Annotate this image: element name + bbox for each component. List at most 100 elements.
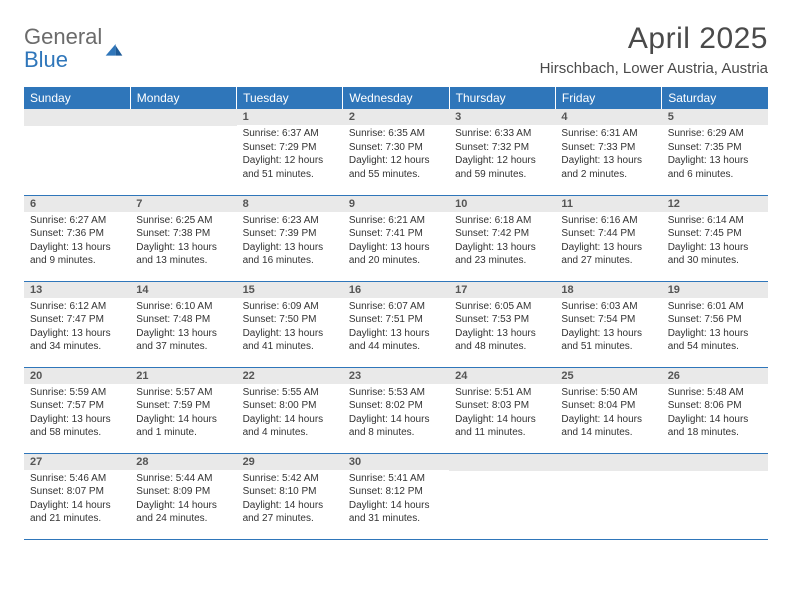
cell-body: Sunrise: 6:18 AMSunset: 7:42 PMDaylight:… bbox=[449, 212, 555, 272]
sunrise-text: Sunrise: 6:18 AM bbox=[455, 214, 549, 228]
daylight-text: Daylight: 14 hours and 24 minutes. bbox=[136, 499, 230, 526]
day-number: 17 bbox=[449, 282, 555, 298]
day-number: 4 bbox=[555, 109, 661, 125]
calendar-cell: 18Sunrise: 6:03 AMSunset: 7:54 PMDayligh… bbox=[555, 281, 661, 367]
cell-body: Sunrise: 6:07 AMSunset: 7:51 PMDaylight:… bbox=[343, 298, 449, 358]
calendar-cell: 23Sunrise: 5:53 AMSunset: 8:02 PMDayligh… bbox=[343, 367, 449, 453]
day-header: Wednesday bbox=[343, 87, 449, 109]
sunrise-text: Sunrise: 5:51 AM bbox=[455, 386, 549, 400]
day-number: 16 bbox=[343, 282, 449, 298]
header: General Blue April 2025 Hirschbach, Lowe… bbox=[24, 22, 768, 77]
day-number: 23 bbox=[343, 368, 449, 384]
day-number bbox=[130, 109, 236, 126]
sunrise-text: Sunrise: 5:57 AM bbox=[136, 386, 230, 400]
daylight-text: Daylight: 13 hours and 2 minutes. bbox=[561, 154, 655, 181]
day-number: 10 bbox=[449, 196, 555, 212]
sunset-text: Sunset: 8:09 PM bbox=[136, 485, 230, 499]
day-number: 29 bbox=[237, 454, 343, 470]
calendar-cell: 13Sunrise: 6:12 AMSunset: 7:47 PMDayligh… bbox=[24, 281, 130, 367]
sunset-text: Sunset: 8:07 PM bbox=[30, 485, 124, 499]
cell-body: Sunrise: 6:21 AMSunset: 7:41 PMDaylight:… bbox=[343, 212, 449, 272]
cell-body: Sunrise: 5:41 AMSunset: 8:12 PMDaylight:… bbox=[343, 470, 449, 530]
sunset-text: Sunset: 8:10 PM bbox=[243, 485, 337, 499]
calendar-cell: 26Sunrise: 5:48 AMSunset: 8:06 PMDayligh… bbox=[662, 367, 768, 453]
day-header: Saturday bbox=[662, 87, 768, 109]
cell-body: Sunrise: 5:53 AMSunset: 8:02 PMDaylight:… bbox=[343, 384, 449, 444]
sunset-text: Sunset: 7:42 PM bbox=[455, 227, 549, 241]
daylight-text: Daylight: 13 hours and 6 minutes. bbox=[668, 154, 762, 181]
sunrise-text: Sunrise: 5:46 AM bbox=[30, 472, 124, 486]
calendar-cell: 19Sunrise: 6:01 AMSunset: 7:56 PMDayligh… bbox=[662, 281, 768, 367]
sunrise-text: Sunrise: 5:55 AM bbox=[243, 386, 337, 400]
daylight-text: Daylight: 13 hours and 27 minutes. bbox=[561, 241, 655, 268]
calendar-cell: 2Sunrise: 6:35 AMSunset: 7:30 PMDaylight… bbox=[343, 109, 449, 195]
cell-body: Sunrise: 6:37 AMSunset: 7:29 PMDaylight:… bbox=[237, 125, 343, 185]
sunset-text: Sunset: 7:33 PM bbox=[561, 141, 655, 155]
daylight-text: Daylight: 14 hours and 21 minutes. bbox=[30, 499, 124, 526]
sunrise-text: Sunrise: 6:21 AM bbox=[349, 214, 443, 228]
sunrise-text: Sunrise: 6:03 AM bbox=[561, 300, 655, 314]
sunset-text: Sunset: 8:00 PM bbox=[243, 399, 337, 413]
daylight-text: Daylight: 12 hours and 59 minutes. bbox=[455, 154, 549, 181]
sunset-text: Sunset: 7:35 PM bbox=[668, 141, 762, 155]
sunset-text: Sunset: 7:29 PM bbox=[243, 141, 337, 155]
page-root: General Blue April 2025 Hirschbach, Lowe… bbox=[0, 0, 792, 540]
daylight-text: Daylight: 13 hours and 37 minutes. bbox=[136, 327, 230, 354]
cell-body: Sunrise: 6:29 AMSunset: 7:35 PMDaylight:… bbox=[662, 125, 768, 185]
sunrise-text: Sunrise: 6:14 AM bbox=[668, 214, 762, 228]
cell-body: Sunrise: 5:50 AMSunset: 8:04 PMDaylight:… bbox=[555, 384, 661, 444]
day-number: 7 bbox=[130, 196, 236, 212]
day-number bbox=[24, 109, 130, 126]
sunrise-text: Sunrise: 6:25 AM bbox=[136, 214, 230, 228]
day-header: Tuesday bbox=[237, 87, 343, 109]
sunset-text: Sunset: 7:48 PM bbox=[136, 313, 230, 327]
daylight-text: Daylight: 12 hours and 51 minutes. bbox=[243, 154, 337, 181]
cell-body: Sunrise: 5:51 AMSunset: 8:03 PMDaylight:… bbox=[449, 384, 555, 444]
calendar-body: 1Sunrise: 6:37 AMSunset: 7:29 PMDaylight… bbox=[24, 109, 768, 539]
brand-general: General bbox=[24, 24, 102, 49]
cell-body: Sunrise: 6:27 AMSunset: 7:36 PMDaylight:… bbox=[24, 212, 130, 272]
daylight-text: Daylight: 12 hours and 55 minutes. bbox=[349, 154, 443, 181]
sunset-text: Sunset: 7:54 PM bbox=[561, 313, 655, 327]
day-header-row: Sunday Monday Tuesday Wednesday Thursday… bbox=[24, 87, 768, 109]
cell-body: Sunrise: 5:57 AMSunset: 7:59 PMDaylight:… bbox=[130, 384, 236, 444]
calendar-cell: 17Sunrise: 6:05 AMSunset: 7:53 PMDayligh… bbox=[449, 281, 555, 367]
sunrise-text: Sunrise: 6:31 AM bbox=[561, 127, 655, 141]
sunset-text: Sunset: 7:53 PM bbox=[455, 313, 549, 327]
sunset-text: Sunset: 7:51 PM bbox=[349, 313, 443, 327]
day-number: 12 bbox=[662, 196, 768, 212]
daylight-text: Daylight: 13 hours and 34 minutes. bbox=[30, 327, 124, 354]
cell-body: Sunrise: 6:16 AMSunset: 7:44 PMDaylight:… bbox=[555, 212, 661, 272]
day-number: 15 bbox=[237, 282, 343, 298]
sunset-text: Sunset: 7:45 PM bbox=[668, 227, 762, 241]
sunset-text: Sunset: 8:02 PM bbox=[349, 399, 443, 413]
day-number: 27 bbox=[24, 454, 130, 470]
calendar-cell: 20Sunrise: 5:59 AMSunset: 7:57 PMDayligh… bbox=[24, 367, 130, 453]
day-number: 18 bbox=[555, 282, 661, 298]
calendar-cell: 27Sunrise: 5:46 AMSunset: 8:07 PMDayligh… bbox=[24, 453, 130, 539]
sunrise-text: Sunrise: 6:29 AM bbox=[668, 127, 762, 141]
calendar-cell bbox=[662, 453, 768, 539]
day-number: 13 bbox=[24, 282, 130, 298]
daylight-text: Daylight: 14 hours and 4 minutes. bbox=[243, 413, 337, 440]
calendar-week-row: 6Sunrise: 6:27 AMSunset: 7:36 PMDaylight… bbox=[24, 195, 768, 281]
day-number: 22 bbox=[237, 368, 343, 384]
cell-body: Sunrise: 5:48 AMSunset: 8:06 PMDaylight:… bbox=[662, 384, 768, 444]
day-number: 30 bbox=[343, 454, 449, 470]
sunrise-text: Sunrise: 6:35 AM bbox=[349, 127, 443, 141]
calendar-cell: 10Sunrise: 6:18 AMSunset: 7:42 PMDayligh… bbox=[449, 195, 555, 281]
sunset-text: Sunset: 7:32 PM bbox=[455, 141, 549, 155]
daylight-text: Daylight: 14 hours and 14 minutes. bbox=[561, 413, 655, 440]
calendar-week-row: 13Sunrise: 6:12 AMSunset: 7:47 PMDayligh… bbox=[24, 281, 768, 367]
cell-body: Sunrise: 6:01 AMSunset: 7:56 PMDaylight:… bbox=[662, 298, 768, 358]
day-header: Thursday bbox=[449, 87, 555, 109]
daylight-text: Daylight: 13 hours and 30 minutes. bbox=[668, 241, 762, 268]
sunset-text: Sunset: 7:30 PM bbox=[349, 141, 443, 155]
day-number: 19 bbox=[662, 282, 768, 298]
sunrise-text: Sunrise: 6:09 AM bbox=[243, 300, 337, 314]
sunrise-text: Sunrise: 6:37 AM bbox=[243, 127, 337, 141]
sunrise-text: Sunrise: 6:33 AM bbox=[455, 127, 549, 141]
cell-body: Sunrise: 5:46 AMSunset: 8:07 PMDaylight:… bbox=[24, 470, 130, 530]
day-header: Friday bbox=[555, 87, 661, 109]
sunset-text: Sunset: 8:04 PM bbox=[561, 399, 655, 413]
